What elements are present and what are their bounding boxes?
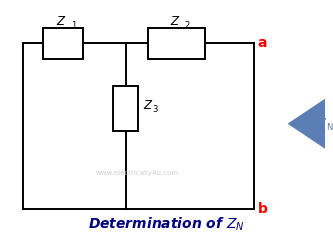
Text: b: b	[257, 202, 267, 216]
Text: Determination of $Z_N$: Determination of $Z_N$	[88, 215, 245, 233]
FancyArrowPatch shape	[289, 79, 333, 168]
Text: 3: 3	[153, 105, 158, 114]
Text: 1: 1	[71, 20, 77, 30]
Text: $Z$: $Z$	[170, 15, 180, 28]
Text: a: a	[257, 36, 267, 50]
Bar	[43, 28, 83, 59]
Text: $Z$: $Z$	[317, 117, 327, 130]
Bar	[113, 86, 139, 131]
Text: 2: 2	[185, 20, 190, 30]
Bar	[148, 28, 205, 59]
Text: $Z$: $Z$	[143, 99, 154, 113]
Text: $Z$: $Z$	[56, 15, 67, 28]
Text: www.electrically4u.com: www.electrically4u.com	[95, 170, 178, 176]
Text: N: N	[326, 123, 333, 132]
